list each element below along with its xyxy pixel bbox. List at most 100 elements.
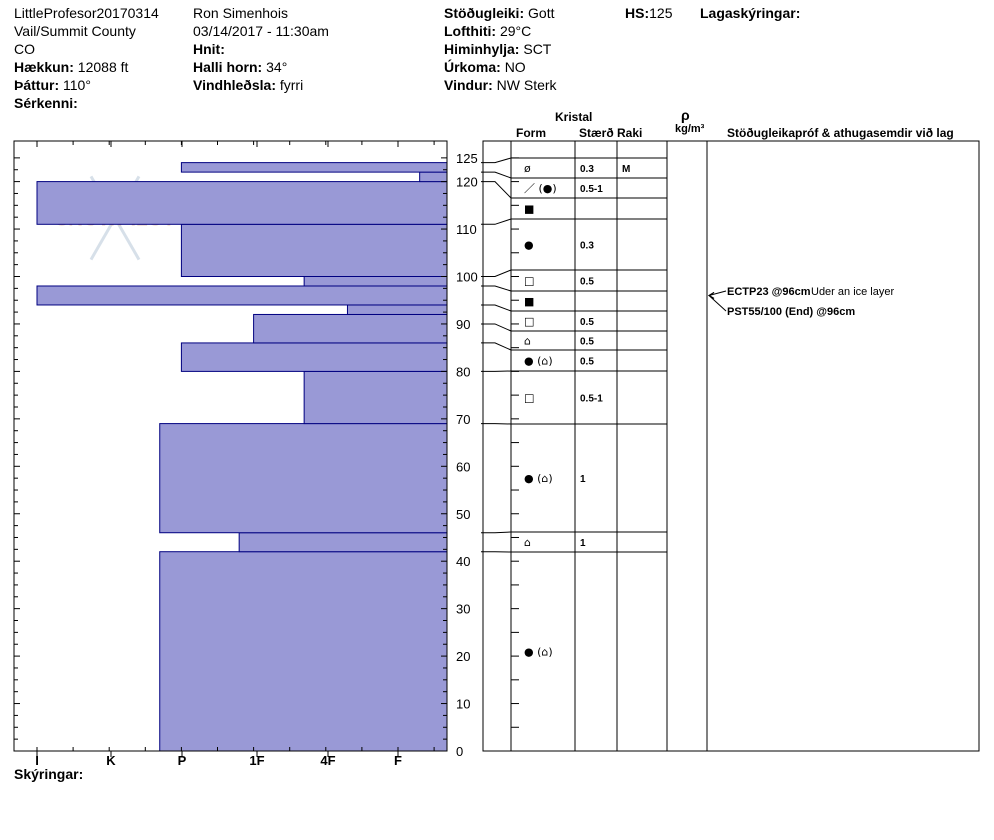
grain-form-symbol: ● (⌂): [524, 646, 553, 659]
hardness-axis: I K P 1F 4F F: [35, 141, 435, 768]
aspect: Þáttur: 110°: [14, 76, 91, 94]
grain-size-value: 0.5: [580, 277, 594, 288]
grain-form-symbol: ⌂: [524, 335, 531, 348]
logo-flake-arm: [89, 217, 117, 261]
hardness-bar: [180, 342, 448, 372]
sky-label: Himinhylja:: [444, 41, 520, 57]
test-result-label: ECTP23 @96cm: [727, 286, 811, 298]
stability: Stöðugleiki: Gott: [444, 4, 554, 22]
layer-connector: [481, 269, 512, 277]
grain-form-symbol: □: [524, 275, 534, 288]
site-name: LittleProfesor20170314: [14, 5, 159, 21]
grain-form-symbol: ■: [524, 295, 534, 308]
crystal-header: Kristal: [555, 110, 593, 124]
test-pointer-arrow: [708, 292, 715, 299]
x-tick-label: I: [35, 753, 39, 768]
y-tick-label: 40: [456, 554, 470, 569]
stability-tests-header: Stöðugleikapróf & athugasemdir við lag: [727, 126, 954, 140]
features-label: Sérkenni:: [14, 95, 78, 111]
grain-form-symbol: ●: [524, 239, 534, 252]
grain-form-symbol: ø: [524, 162, 531, 175]
layer-connector: [481, 285, 512, 292]
observer: Ron Simenhois: [193, 5, 288, 21]
grain-size-value: 0.5: [580, 357, 594, 368]
x-tick-label: P: [178, 753, 187, 768]
plot-border: [13, 140, 448, 752]
notes-label: Skýringar:: [14, 766, 84, 782]
y-tick-label: 80: [456, 364, 470, 379]
grain-form-symbol: □: [524, 392, 534, 405]
form-header: Form: [516, 126, 546, 140]
moisture-value: M: [622, 164, 630, 175]
observation-datetime: 03/14/2017 - 11:30am: [193, 23, 329, 39]
y-tick-label: 100: [456, 270, 478, 285]
site-state: CO: [14, 41, 35, 57]
layer-connector: [481, 181, 512, 199]
y-tick-label: 0: [456, 744, 463, 759]
precip-label: Úrkoma:: [444, 59, 501, 75]
logo-flake-arm: [113, 217, 141, 261]
sky-value: SCT: [523, 41, 552, 57]
hardness-bar: [180, 223, 448, 277]
wind-value: NW Sterk: [496, 77, 557, 93]
hardness-bar: [238, 532, 448, 553]
hs-label: HS:: [625, 5, 650, 21]
stability-label: Stöðugleiki:: [444, 5, 525, 21]
grain-size-value: 1: [580, 538, 586, 549]
test-result-label: PST55/100 (End) @96cm: [727, 306, 855, 318]
hardness-bar: [159, 551, 448, 752]
x-tick-label: 4F: [320, 753, 335, 768]
hardness-bar: [36, 285, 448, 306]
test-pointer: [708, 295, 727, 312]
slope-label: Halli horn:: [193, 59, 263, 75]
grain-size-value: 0.3: [580, 241, 594, 252]
y-tick-label: 70: [456, 412, 470, 427]
aspect-value: 110°: [63, 77, 91, 93]
hardness-bar: [303, 370, 448, 425]
hardness-bar: [36, 181, 448, 225]
wind-loading: Vindhleðsla: fyrri: [193, 76, 303, 94]
stability-tests: ECTP23 @96cm Uder an ice layer PST55/100 (…: [708, 286, 894, 318]
air-temperature: Lofthiti: 29°C: [444, 22, 531, 40]
aspect-label: Þáttur:: [14, 77, 60, 93]
grain-size-value: 1: [580, 474, 586, 485]
y-tick-label: 50: [456, 507, 470, 522]
grain-size-value: 0.5: [580, 317, 594, 328]
x-tick-label: K: [106, 753, 116, 768]
table-border: [482, 140, 980, 752]
density-unit: kg/m³: [675, 123, 705, 135]
layer-notes-label: Lagaskýringar:: [700, 5, 801, 21]
grain-size-value: 0.5: [580, 337, 594, 348]
size-header: Stærð: [579, 126, 614, 140]
coordinates: Hnit:: [193, 40, 225, 58]
coords-label: Hnit:: [193, 41, 225, 57]
hs-value: 125: [649, 5, 673, 21]
y-tick-label: 125: [456, 151, 478, 166]
grain-form-symbol: ⌂: [524, 536, 531, 549]
hardness-bar: [253, 313, 448, 344]
y-tick-label: 10: [456, 697, 470, 712]
slope-value: 34°: [266, 59, 288, 75]
air-temp-value: 29°C: [499, 23, 532, 39]
layer-connector: [481, 218, 512, 225]
grain-form-symbol: ● (⌂): [524, 355, 553, 368]
hardness-bar: [159, 423, 448, 534]
grain-size-value: 0.5-1: [580, 184, 603, 195]
moisture-header: Raki: [617, 126, 643, 140]
test-pointer: [708, 290, 727, 296]
layer-connector: [481, 304, 512, 312]
hardness-plot-frame: [13, 140, 448, 752]
layer-connector: [481, 342, 512, 351]
x-tick-label: 1F: [249, 753, 264, 768]
y-tick-label: 110: [456, 222, 477, 237]
x-tick-label: F: [394, 753, 402, 768]
grain-form-symbol: □: [524, 315, 534, 328]
y-tick-label: 60: [456, 459, 470, 474]
grain-form-symbol: ／ (●): [524, 182, 557, 195]
elevation-label: Hækkun:: [14, 59, 74, 75]
features: Sérkenni:: [14, 94, 78, 112]
hardness-bars: [36, 162, 448, 752]
wind-loading-value: fyrri: [279, 77, 304, 93]
layer-connector: [481, 171, 512, 179]
